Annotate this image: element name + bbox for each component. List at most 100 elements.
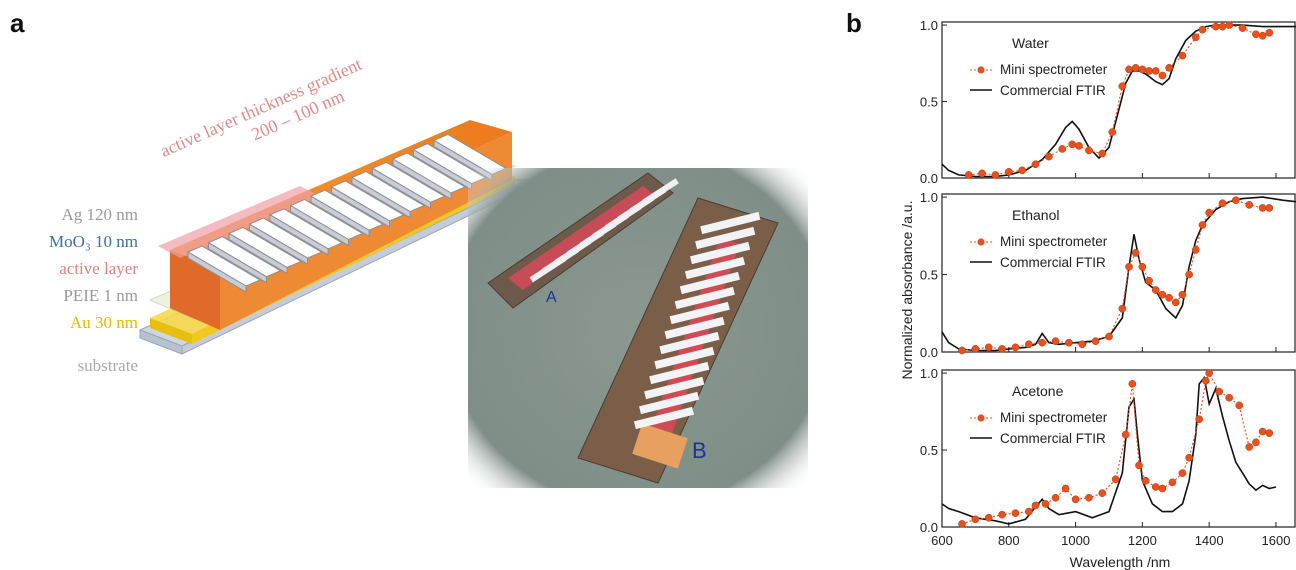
spectrometer-point: [1206, 369, 1213, 376]
spectrometer-point: [1069, 141, 1076, 148]
y-tick-label: 0.5: [920, 95, 938, 110]
spectrometer-point: [1246, 443, 1253, 450]
spectrometer-point: [1259, 204, 1266, 211]
legend-ftir-label: Commercial FTIR: [1000, 83, 1106, 98]
spectrometer-point: [1252, 439, 1259, 446]
spectrometer-point: [1059, 145, 1066, 152]
spectrometer-point: [1172, 299, 1179, 306]
spectrometer-point: [1025, 341, 1032, 348]
spectrometer-point: [985, 514, 992, 521]
spectrometer-point: [1072, 496, 1079, 503]
spectrometer-point: [958, 520, 965, 527]
x-tick-label: 1200: [1128, 533, 1157, 548]
spectrometer-point: [972, 345, 979, 352]
x-tick-label: 1000: [1061, 533, 1090, 548]
legend: Mini spectrometer Commercial FTIR: [970, 234, 1108, 270]
spectrometer-point: [1259, 32, 1266, 39]
spectrometer-point: [1266, 430, 1273, 437]
y-tick-label: 0.0: [920, 171, 938, 186]
spectrometer-point: [1246, 201, 1253, 208]
plot-water: 0.0 0.5 1.0 Water Mini spectrometer Commercia…: [920, 18, 1296, 186]
spectrometer-point: [1129, 380, 1136, 387]
spectrometer-point: [1032, 161, 1039, 168]
spectrometer-point: [1145, 67, 1152, 74]
spectrometer-point: [1179, 470, 1186, 477]
spectrometer-point: [1052, 494, 1059, 501]
series-mini-spectrometer-line: [962, 373, 1269, 524]
spectrometer-point: [1079, 341, 1086, 348]
y-tick-label: 0.0: [920, 345, 938, 360]
spectrometer-point: [1169, 479, 1176, 486]
legend-spectrometer-marker: [977, 414, 984, 421]
spectrometer-point: [1139, 263, 1146, 270]
spectrometer-point: [1005, 168, 1012, 175]
plot-ethanol: 0.0 0.5 1.0 Ethanol Mini spectrometer Commerc…: [920, 190, 1296, 360]
spectrometer-point: [1085, 494, 1092, 501]
spectrometer-point: [1239, 25, 1246, 32]
spectrometer-point: [1152, 483, 1159, 490]
spectrometer-point: [1159, 485, 1166, 492]
spectrometer-point: [1125, 66, 1132, 73]
spectrometer-point: [1125, 263, 1132, 270]
y-axis-label: Normalized absorbance /a.u.: [899, 201, 915, 380]
spectrometer-point: [1232, 197, 1239, 204]
spectrometer-point: [1219, 23, 1226, 30]
spectrometer-point: [1119, 305, 1126, 312]
plot-title: Ethanol: [1012, 207, 1059, 223]
spectrometer-point: [1236, 402, 1243, 409]
spectrometer-point: [1192, 246, 1199, 253]
spectrometer-point: [1039, 339, 1046, 346]
spectrometer-point: [1179, 52, 1186, 59]
plot-frame: [942, 370, 1295, 527]
legend-spectrometer-label: Mini spectrometer: [1000, 410, 1108, 425]
legend-spectrometer-marker: [977, 66, 984, 73]
spectrometer-point: [1092, 338, 1099, 345]
plot-title: Acetone: [1012, 383, 1064, 399]
spectrometer-point: [1266, 29, 1273, 36]
spectrometer-point: [1045, 153, 1052, 160]
spectrometer-point: [965, 171, 972, 178]
spectrometer-point: [1206, 209, 1213, 216]
legend: Mini spectrometer Commercial FTIR: [970, 410, 1108, 446]
legend-spectrometer-label: Mini spectrometer: [1000, 234, 1108, 249]
spectrometer-point: [1132, 249, 1139, 256]
y-tick-label: 1.0: [920, 366, 938, 381]
spectrometer-point: [1025, 508, 1032, 515]
spectrometer-point: [1165, 64, 1172, 71]
spectrometer-point: [1085, 147, 1092, 154]
series-commercial-ftir: [942, 197, 1296, 350]
spectrometer-point: [1122, 431, 1129, 438]
spectrometer-point: [1042, 500, 1049, 507]
spectrometer-point: [1259, 428, 1266, 435]
y-tick-label: 0.5: [920, 268, 938, 283]
x-axis-label: Wavelength /nm: [1070, 554, 1171, 570]
spectrometer-point: [1075, 142, 1082, 149]
plot-title: Water: [1012, 35, 1049, 51]
spectrometer-point: [1019, 167, 1026, 174]
spectrometer-point: [1199, 26, 1206, 33]
x-tick-label: 800: [998, 533, 1020, 548]
spectrometer-point: [1145, 277, 1152, 284]
legend-ftir-label: Commercial FTIR: [1000, 431, 1106, 446]
spectrometer-point: [1062, 485, 1069, 492]
spectrometer-point: [1105, 333, 1112, 340]
spectrometer-point: [972, 516, 979, 523]
x-tick-label: 600: [931, 533, 953, 548]
spectrometer-point: [1266, 204, 1273, 211]
legend-ftir-label: Commercial FTIR: [1000, 255, 1106, 270]
y-tick-label: 1.0: [920, 190, 938, 205]
plot-acetone: 0.0 0.5 1.0 600 800 1000 1200 1400 1600 Acetone Mi…: [920, 366, 1295, 548]
spectrometer-point: [1196, 416, 1203, 423]
x-tick-label: 1600: [1262, 533, 1291, 548]
spectrometer-point: [1202, 377, 1209, 384]
spectrometer-point: [1152, 67, 1159, 74]
legend: Mini spectrometer Commercial FTIR: [970, 62, 1108, 98]
spectrometer-point: [999, 511, 1006, 518]
legend-spectrometer-label: Mini spectrometer: [1000, 62, 1108, 77]
spectrometer-point: [1192, 34, 1199, 41]
plot-frame: [942, 194, 1295, 352]
spectrometer-point: [1032, 502, 1039, 509]
y-tick-label: 1.0: [920, 18, 938, 33]
spectrometer-point: [1165, 294, 1172, 301]
